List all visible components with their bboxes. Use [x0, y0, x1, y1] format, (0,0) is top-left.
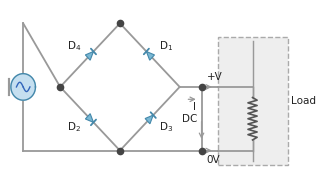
Text: +V: +V	[207, 72, 222, 82]
Polygon shape	[11, 74, 36, 100]
Polygon shape	[145, 115, 153, 124]
Polygon shape	[85, 114, 93, 122]
Text: 0V: 0V	[207, 155, 220, 165]
Text: D$_2$: D$_2$	[67, 121, 81, 134]
Polygon shape	[146, 52, 154, 60]
Text: Load: Load	[291, 96, 316, 106]
Polygon shape	[85, 52, 93, 60]
Text: I: I	[193, 102, 196, 112]
Text: D$_3$: D$_3$	[159, 121, 173, 134]
Text: D$_4$: D$_4$	[67, 39, 81, 53]
Text: D$_1$: D$_1$	[159, 39, 173, 53]
Bar	[217, 37, 287, 165]
Text: DC: DC	[182, 114, 198, 124]
